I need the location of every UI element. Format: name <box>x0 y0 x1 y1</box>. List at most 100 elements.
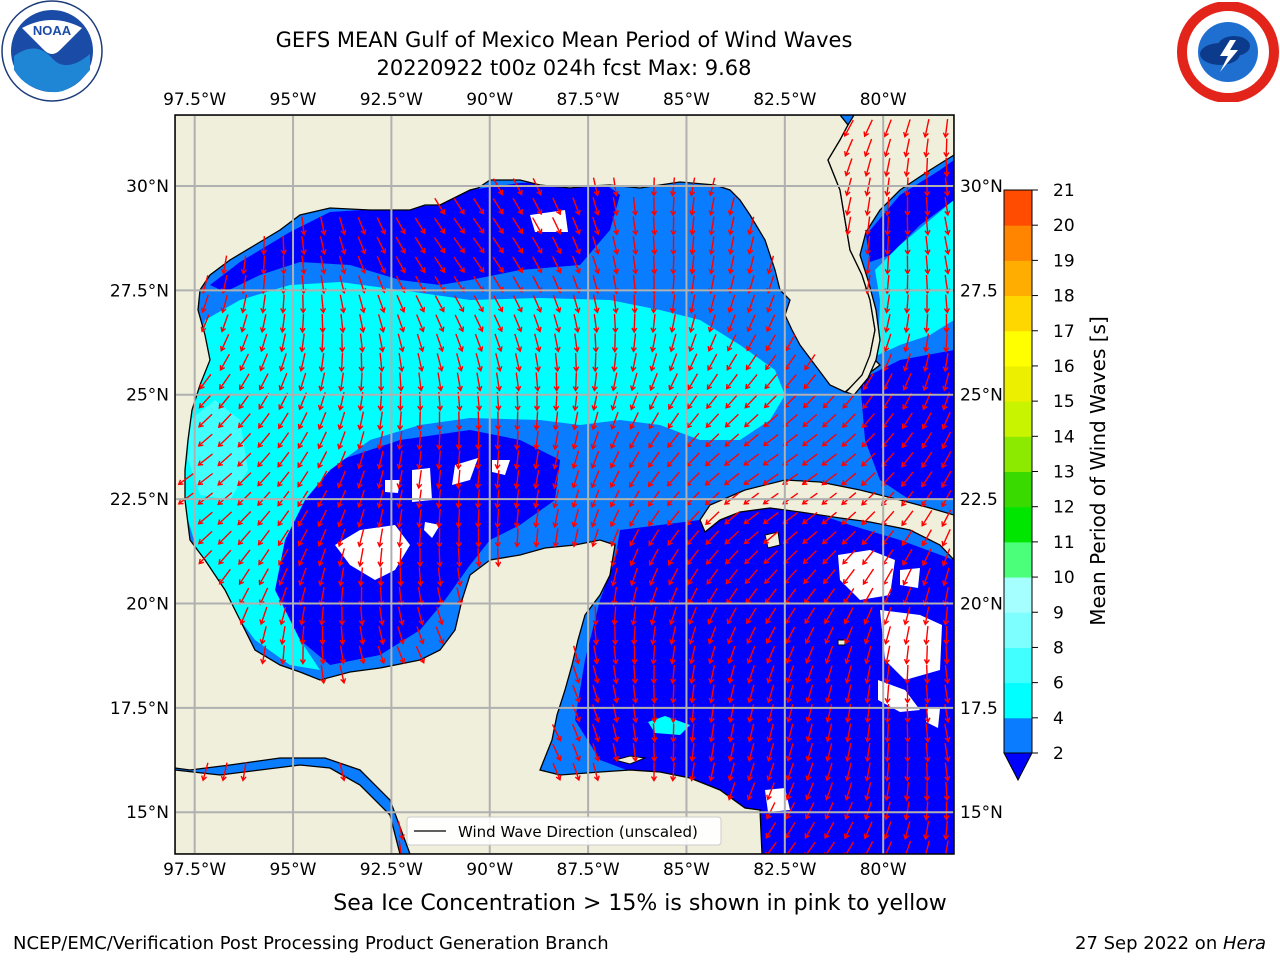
direction-arrow-715 <box>377 567 384 587</box>
direction-arrow-74 <box>670 216 677 236</box>
colorbar-label-20: 20 <box>1053 216 1075 236</box>
direction-arrow-801 <box>319 626 326 646</box>
direction-arrow-187 <box>240 294 248 314</box>
direction-arrow-661 <box>724 530 740 545</box>
direction-arrow-644 <box>396 528 403 548</box>
direction-arrow-1001 <box>883 801 891 821</box>
direction-arrow-127 <box>434 256 446 274</box>
direction-arrow-485 <box>376 450 384 470</box>
colorbar-label-18: 18 <box>1053 287 1075 307</box>
direction-arrow-240 <box>612 313 619 334</box>
direction-arrow-248 <box>765 314 776 333</box>
direction-arrow-946 <box>689 743 696 763</box>
direction-arrow-607 <box>435 508 443 529</box>
lon-tick-top-0: 97.5°W <box>163 90 226 110</box>
direction-arrow-417 <box>571 411 579 431</box>
direction-arrow-660 <box>705 530 720 545</box>
direction-arrow-474 <box>921 431 933 449</box>
direction-arrow-867 <box>746 665 755 684</box>
direction-arrow-488 <box>435 450 443 470</box>
direction-arrow-85 <box>260 235 267 256</box>
direction-arrow-961 <box>220 762 228 782</box>
direction-arrow-643 <box>377 528 384 548</box>
direction-arrow-616 <box>609 509 620 528</box>
direction-arrow-517 <box>217 472 233 486</box>
direction-arrow-434 <box>902 412 913 430</box>
direction-arrow-263 <box>416 333 425 353</box>
direction-arrow-430 <box>822 413 837 428</box>
direction-arrow-63 <box>453 217 465 234</box>
direction-arrow-300 <box>475 353 483 372</box>
direction-arrow-208 <box>650 294 657 314</box>
direction-arrow-289 <box>259 353 269 372</box>
direction-arrow-313 <box>726 353 738 371</box>
direction-arrow-292 <box>318 353 325 373</box>
direction-arrow-253 <box>220 334 230 352</box>
direction-arrow-134 <box>572 255 581 275</box>
direction-arrow-623 <box>743 511 760 525</box>
direction-arrow-141 <box>708 255 715 275</box>
direction-arrow-189 <box>280 294 287 314</box>
direction-arrow-57 <box>338 216 347 236</box>
direction-arrow-868 <box>766 665 775 684</box>
direction-arrow-640 <box>317 528 327 548</box>
direction-arrow-974 <box>785 762 795 782</box>
direction-arrow-221 <box>240 314 248 333</box>
direction-arrow-639 <box>297 529 308 547</box>
direction-arrow-984 <box>746 782 756 801</box>
direction-arrow-236 <box>533 314 542 333</box>
direction-arrow-502 <box>704 452 720 467</box>
direction-arrow-802 <box>339 625 346 646</box>
direction-arrow-245 <box>707 314 717 333</box>
direction-arrow-878 <box>572 684 581 704</box>
direction-arrow-478 <box>237 452 252 467</box>
direction-arrow-139 <box>670 255 677 275</box>
direction-arrow-323 <box>219 373 231 390</box>
direction-arrow-491 <box>494 450 501 470</box>
direction-arrow-510 <box>861 452 876 467</box>
direction-arrow-271 <box>573 333 580 353</box>
direction-arrow-361 <box>238 393 251 410</box>
direction-arrow-877 <box>944 665 951 685</box>
direction-arrow-932 <box>825 723 833 743</box>
direction-arrow-514 <box>941 451 952 469</box>
direction-arrow-675 <box>238 549 251 566</box>
direction-arrow-995 <box>765 802 776 820</box>
direction-arrow-875 <box>904 664 911 685</box>
direction-arrow-147 <box>904 255 911 275</box>
direction-arrow-392 <box>842 393 856 409</box>
direction-arrow-879 <box>592 684 600 704</box>
direction-arrow-129 <box>472 256 485 274</box>
direction-arrow-119 <box>280 255 287 275</box>
direction-arrow-75 <box>689 216 696 236</box>
direction-arrow-231 <box>435 314 445 333</box>
lon-tick-top-7: 80°W <box>860 90 907 110</box>
direction-arrow-286 <box>943 333 950 353</box>
direction-arrow-1000 <box>863 801 872 821</box>
direction-arrow-121 <box>320 255 327 275</box>
colorbar-label-15: 15 <box>1053 392 1075 412</box>
direction-arrow-460 <box>648 432 660 449</box>
direction-arrow-930 <box>786 723 794 743</box>
direction-arrow-947 <box>708 742 715 763</box>
direction-arrow-933 <box>845 723 852 743</box>
direction-arrow-925 <box>689 723 696 743</box>
direction-arrow-811 <box>650 625 657 646</box>
direction-arrow-956 <box>884 742 891 763</box>
chart-title: GEFS MEAN Gulf of Mexico Mean Period of … <box>275 28 853 52</box>
direction-arrow-791 <box>824 607 835 625</box>
direction-arrow-234 <box>493 314 503 333</box>
direction-arrow-819 <box>804 626 815 645</box>
direction-arrow-16 <box>923 157 930 178</box>
direction-arrow-5 <box>942 119 949 139</box>
direction-arrow-529 <box>455 469 462 490</box>
direction-arrow-931 <box>805 723 813 743</box>
direction-arrow-850 <box>844 645 853 665</box>
direction-arrow-595 <box>197 511 213 525</box>
direction-arrow-613 <box>552 509 559 529</box>
direction-arrow-33 <box>434 197 445 215</box>
direction-arrow-492 <box>513 450 520 470</box>
direction-arrow-463 <box>705 433 720 448</box>
direction-arrow-305 <box>573 352 580 373</box>
direction-arrow-98 <box>512 237 523 254</box>
